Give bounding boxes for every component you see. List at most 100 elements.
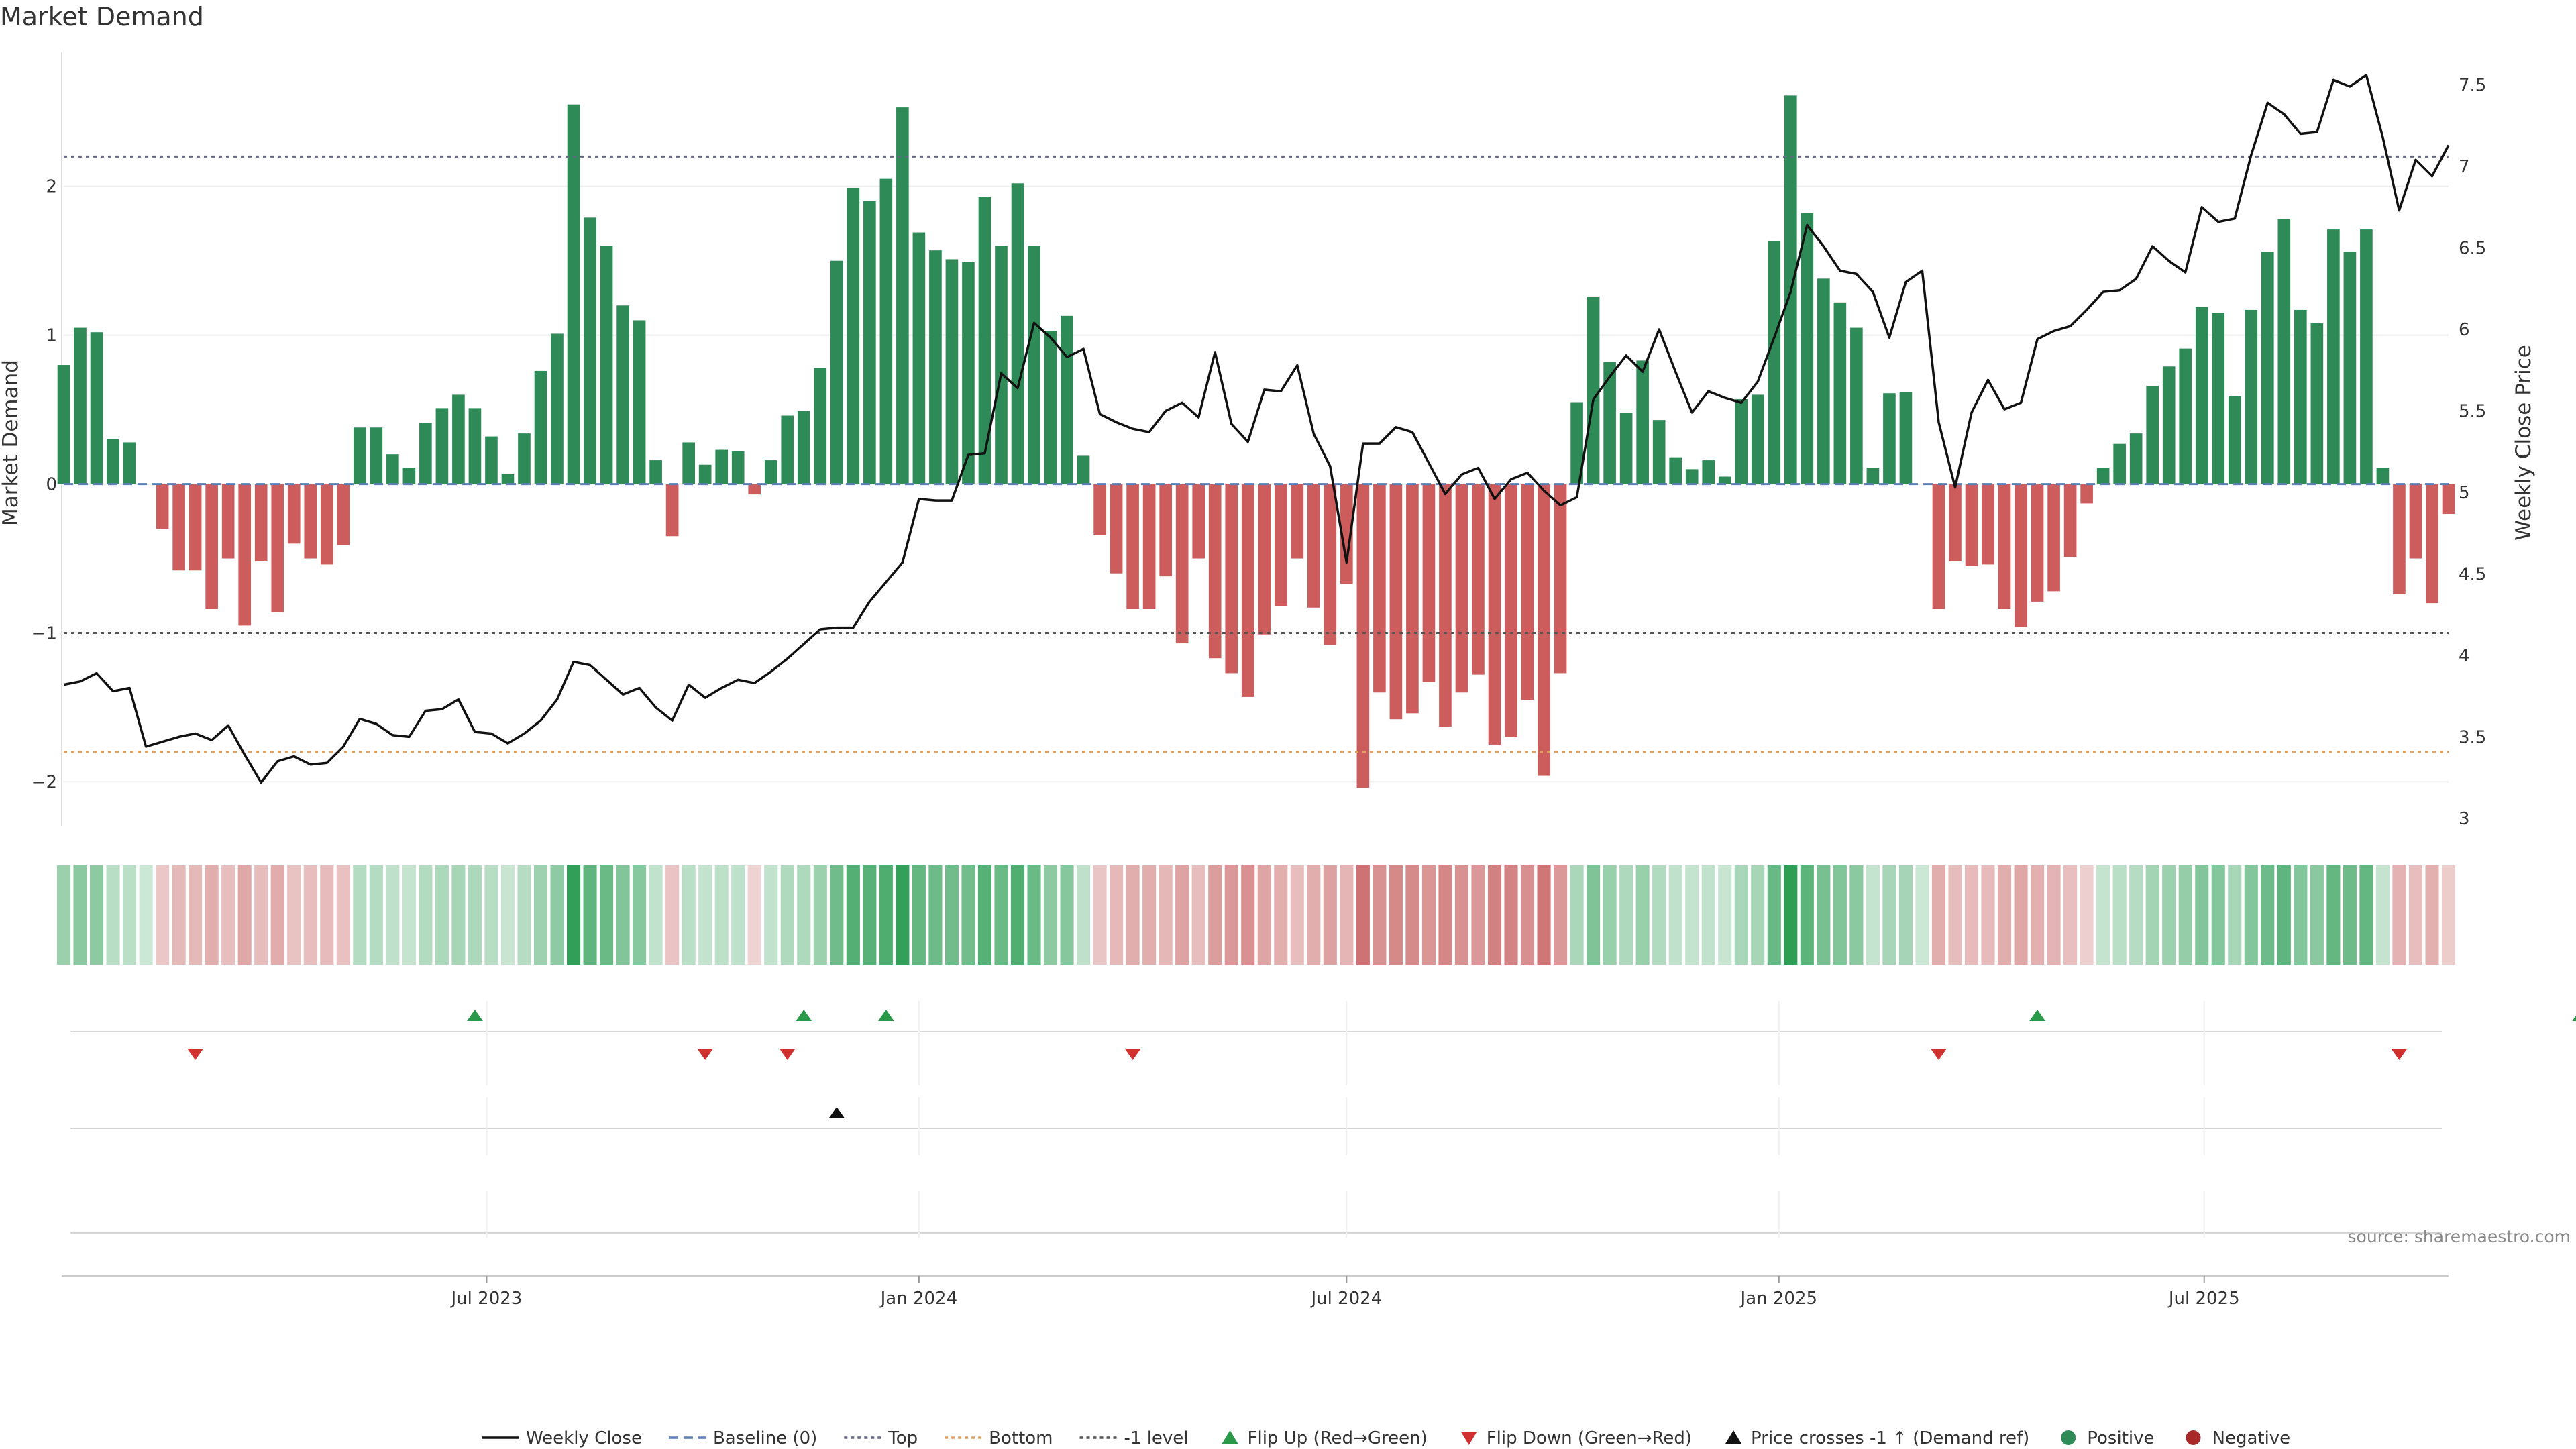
demand-bars: [57, 95, 2455, 788]
demand-bar: [1866, 468, 1880, 484]
heat-cell: [747, 865, 761, 965]
flip-up-marker: [796, 1010, 812, 1021]
heat-cell: [2244, 865, 2258, 965]
demand-bar: [896, 107, 909, 484]
heat-cell: [254, 865, 268, 965]
heat-cell: [1389, 865, 1403, 965]
heat-cell: [2326, 865, 2341, 965]
heat-cell: [2096, 865, 2110, 965]
heat-cell: [172, 865, 186, 965]
heat-cell: [2294, 865, 2308, 965]
heat-cell: [665, 865, 680, 965]
demand-bar: [1093, 484, 1106, 535]
heat-cell: [1274, 865, 1288, 965]
heat-cell: [2392, 865, 2406, 965]
y2-tick-label: 5: [2459, 483, 2470, 503]
legend-label: Flip Up (Red→Green): [1248, 1428, 1428, 1448]
demand-bar: [501, 474, 515, 484]
demand-bar: [452, 394, 465, 484]
legend-label: Price crosses -1 ↑ (Demand ref): [1751, 1428, 2029, 1448]
demand-bar: [468, 408, 482, 484]
heat-cell: [1767, 865, 1781, 965]
heat-cell: [435, 865, 449, 965]
heat-cell: [1751, 865, 1765, 965]
heat-cell: [1898, 865, 1913, 965]
heat-cell: [583, 865, 597, 965]
heat-cell: [1849, 865, 1864, 965]
demand-bar: [156, 484, 169, 529]
demand-bar: [1241, 484, 1254, 697]
heat-cell: [2277, 865, 2291, 965]
demand-bar: [584, 217, 596, 484]
demand-bar: [435, 408, 449, 484]
heat-cell: [1668, 865, 1682, 965]
demand-bar: [1389, 484, 1403, 720]
demand-bar: [1982, 484, 1994, 565]
demand-bar: [2245, 309, 2258, 484]
demand-bar: [2080, 484, 2093, 504]
y-axis-label: Market Demand: [0, 360, 23, 526]
heat-cell: [106, 865, 120, 965]
demand-bar: [1488, 484, 1501, 745]
legend-swatch: [1725, 1430, 1742, 1444]
demand-bar: [1685, 469, 1699, 484]
heat-cell: [270, 865, 284, 965]
heat-cell: [1077, 865, 1091, 965]
y-tick-label: 1: [46, 326, 57, 346]
demand-bar: [2426, 484, 2438, 604]
demand-bar: [797, 411, 810, 484]
demand-bar: [2047, 484, 2060, 592]
demand-bar: [1833, 302, 1847, 484]
flip-down-marker: [187, 1049, 204, 1060]
demand-bar: [1472, 484, 1485, 675]
demand-bar: [1998, 484, 2011, 609]
flip-down-marker: [1124, 1049, 1141, 1060]
heat-cell: [1027, 865, 1041, 965]
heat-cell: [2063, 865, 2078, 965]
heat-cell: [1487, 865, 1502, 965]
legend-label: Top: [888, 1428, 918, 1448]
heat-cell: [1866, 865, 1880, 965]
heat-cell: [419, 865, 433, 965]
demand-bar: [912, 232, 926, 484]
demand-bar: [1899, 391, 1913, 484]
heat-cell: [1043, 865, 1058, 965]
heat-cell: [1356, 865, 1370, 965]
demand-bar: [978, 197, 991, 484]
demand-bar: [1422, 484, 1436, 682]
demand-bar: [402, 468, 416, 484]
legend-swatch: [1222, 1430, 1238, 1444]
heat-cell: [2261, 865, 2275, 965]
demand-bar: [1735, 399, 1748, 484]
heat-cell: [912, 865, 926, 965]
demand-bar: [2146, 386, 2159, 484]
heat-cell: [1734, 865, 1748, 965]
heat-cell: [682, 865, 696, 965]
flip-up-marker: [877, 1010, 894, 1021]
legend-swatch: [2061, 1430, 2076, 1445]
y2-tick-label: 4.5: [2459, 564, 2486, 584]
demand-bar: [2360, 229, 2373, 484]
heat-cell: [2408, 865, 2423, 965]
heat-cell: [353, 865, 367, 965]
y2-tick-label: 3: [2459, 809, 2470, 829]
reference-lines: [64, 155, 2449, 753]
demand-bar: [665, 484, 679, 537]
demand-bar: [1965, 484, 1978, 566]
y-tick-label: −1: [32, 624, 57, 644]
heat-cell: [2145, 865, 2159, 965]
demand-bar: [485, 436, 498, 484]
heat-cell: [1784, 865, 1798, 965]
heat-cell: [1685, 865, 1699, 965]
heat-cell: [1948, 865, 1962, 965]
heat-cell: [2211, 865, 2225, 965]
demand-bar: [304, 484, 317, 559]
demand-bar: [1669, 457, 1682, 484]
price-line-group: [63, 74, 2450, 784]
demand-bar: [1439, 484, 1452, 727]
demand-bar: [2409, 484, 2422, 559]
demand-bar: [2343, 252, 2357, 484]
demand-bar: [1554, 484, 1567, 674]
heat-cell: [928, 865, 943, 965]
flip-down-marker: [779, 1049, 796, 1060]
